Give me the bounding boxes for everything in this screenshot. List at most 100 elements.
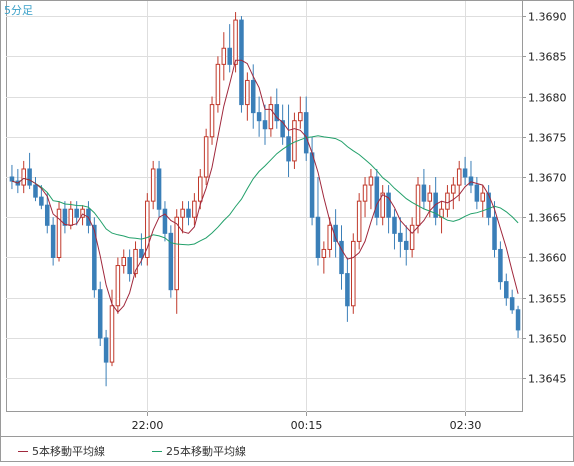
candle-down: [186, 208, 191, 218]
candle-down: [139, 248, 144, 258]
candle-up: [351, 240, 356, 307]
candle-up: [233, 19, 238, 65]
legend-item-ma25: 25本移動平均線: [152, 443, 246, 459]
candle-down: [162, 208, 168, 234]
y-tick-label: 1.3670: [528, 172, 567, 185]
candle-down: [345, 273, 350, 307]
candle-up: [380, 192, 385, 218]
y-tick-label: 1.3665: [528, 212, 567, 225]
candle-down: [492, 216, 497, 250]
candle-down: [515, 309, 521, 331]
candle-down: [250, 79, 256, 114]
candle-down: [421, 184, 427, 202]
candle-down: [498, 248, 503, 283]
x-tick-label: 02:30: [450, 419, 482, 432]
y-tick-label: 1.3655: [528, 293, 567, 306]
candle-down: [33, 184, 38, 198]
candle-up: [21, 168, 26, 186]
candle-down: [486, 192, 491, 218]
candle-up: [150, 168, 156, 202]
y-tick-label: 1.3680: [528, 92, 567, 105]
candle-up: [480, 192, 486, 202]
candle-down: [309, 152, 315, 218]
candle-up: [197, 176, 203, 202]
candle-down: [262, 120, 268, 130]
candle-down: [339, 240, 344, 275]
candle-down: [74, 208, 79, 218]
candle-down: [103, 337, 109, 363]
candle-down: [127, 256, 132, 275]
candle-up: [292, 120, 297, 162]
y-tick-label: 1.3650: [528, 333, 567, 346]
candle-up: [180, 208, 185, 218]
candle-down: [274, 104, 280, 122]
candle-up: [368, 176, 374, 186]
candle-up: [356, 200, 362, 242]
y-tick-label: 1.3660: [528, 252, 567, 265]
candle-down: [286, 136, 291, 162]
candle-up: [68, 208, 74, 226]
y-tick-label: 1.3645: [528, 373, 567, 386]
candle-up: [215, 63, 221, 106]
candle-up: [427, 192, 433, 202]
y-tick-label: 1.3685: [528, 51, 567, 64]
x-tick-label: 22:00: [132, 419, 164, 432]
legend-label-ma25: 25本移動平均線: [166, 445, 246, 458]
timeframe-label: 5分足: [4, 4, 33, 17]
candle-up: [298, 112, 303, 122]
ma5-line: [11, 59, 519, 313]
candle-down: [280, 120, 285, 138]
candle-down: [398, 232, 403, 242]
legend: 5本移動平均線 25本移動平均線: [0, 436, 574, 461]
candle-down: [50, 224, 56, 258]
x-tick-label: 00:15: [291, 419, 323, 432]
candle-up: [115, 265, 121, 307]
candle-down: [392, 216, 397, 234]
candle-up: [327, 224, 333, 250]
candle-down: [39, 196, 44, 206]
candle-down: [474, 184, 480, 202]
candle-down: [27, 168, 32, 186]
candle-down: [256, 112, 262, 122]
candle-up: [409, 224, 415, 250]
candle-up: [192, 200, 197, 218]
candle-up: [80, 208, 85, 218]
y-tick-label: 1.3690: [528, 11, 567, 24]
candle-up: [451, 184, 456, 194]
candle-up: [109, 305, 115, 363]
candle-up: [56, 208, 62, 258]
candle-up: [133, 248, 138, 275]
y-tick-label: 1.3675: [528, 132, 567, 145]
candle-down: [44, 204, 50, 226]
candle-up: [245, 79, 250, 106]
candle-down: [62, 208, 68, 226]
candle-up: [362, 184, 368, 202]
candle-down: [303, 112, 309, 154]
candle-down: [239, 19, 244, 106]
candle-down: [97, 289, 103, 339]
candle-down: [374, 176, 380, 218]
candle-down: [386, 192, 391, 218]
candle-down: [433, 192, 438, 218]
candle-up: [209, 104, 215, 138]
plot-frame: [6, 0, 523, 412]
candle-down: [227, 47, 232, 65]
candle-up: [445, 192, 450, 210]
candle-up: [268, 104, 274, 130]
ma25-line: [11, 135, 519, 246]
candle-down: [9, 176, 15, 182]
candle-down: [504, 281, 509, 299]
candle-up: [121, 256, 127, 267]
candle-down: [468, 176, 474, 186]
candle-down: [315, 216, 321, 258]
candle-down: [156, 168, 162, 210]
legend-swatch-ma5: [18, 450, 28, 452]
candle-down: [92, 224, 97, 291]
candle-up: [321, 248, 327, 258]
candle-up: [145, 200, 150, 258]
candle-down: [168, 232, 174, 291]
candle-up: [456, 168, 462, 186]
